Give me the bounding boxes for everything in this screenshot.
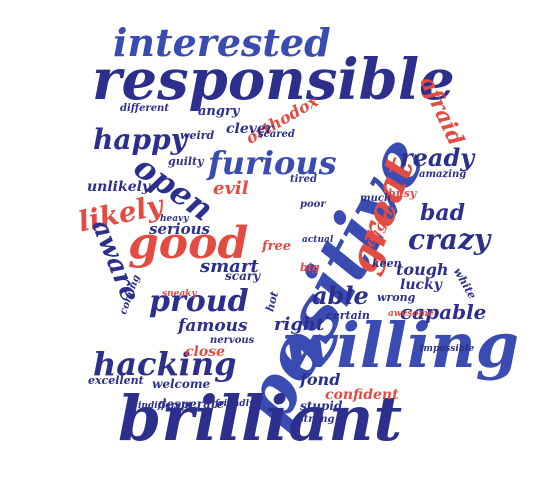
- word-famous: famous: [178, 316, 248, 336]
- word-white: white: [450, 265, 479, 302]
- word-desperate: desperate: [158, 397, 225, 411]
- word-serious: serious: [149, 220, 210, 238]
- word-happy: happy: [93, 123, 187, 156]
- word-responsible: responsible: [92, 47, 455, 113]
- word-impossible: impossible: [420, 344, 475, 354]
- word-excellent: excellent: [88, 374, 144, 387]
- word-ready: ready: [400, 143, 475, 172]
- word-nervous: nervous: [210, 335, 255, 346]
- word-scary: scary: [225, 269, 261, 283]
- word-fond: fond: [300, 370, 341, 389]
- word-strong: strong: [298, 414, 335, 425]
- word-hacking: hacking: [93, 345, 237, 383]
- word-crazy: crazy: [408, 223, 491, 256]
- word-close: close: [185, 344, 225, 360]
- word-furious: furious: [208, 144, 337, 182]
- word-guilty: guilty: [168, 155, 204, 168]
- word-much: much: [360, 193, 392, 204]
- word-free: free: [262, 239, 291, 254]
- word-tough: tough: [396, 260, 449, 279]
- word-sneaky: sneaky: [162, 289, 197, 299]
- word-confident: confident: [325, 387, 399, 403]
- word-evil: evil: [213, 178, 249, 199]
- word-right: right: [274, 314, 325, 335]
- word-actual: actual: [302, 235, 334, 245]
- word-lucky: lucky: [400, 277, 442, 293]
- word-different: different: [120, 103, 169, 114]
- word-brilliant: brilliant: [118, 382, 403, 455]
- word-certain: certain: [326, 309, 370, 322]
- word-welcome: welcome: [152, 377, 211, 391]
- word-indifferent: indifferent: [138, 401, 193, 411]
- word-weird: weird: [180, 129, 215, 142]
- word-scared: scared: [258, 129, 295, 140]
- word-smart: smart: [200, 256, 259, 277]
- word-big: big: [300, 261, 320, 274]
- word-proud: proud: [149, 284, 249, 319]
- word-tired: tired: [290, 174, 318, 185]
- word-good: good: [128, 218, 249, 269]
- word-bad: bad: [420, 200, 466, 226]
- word-willing: willing: [283, 309, 520, 382]
- word-wrong: wrong: [377, 291, 416, 304]
- word-keen: keen: [372, 257, 402, 270]
- word-stupid: stupid: [300, 399, 343, 413]
- word-unlikely: unlikely: [87, 179, 151, 195]
- word-angry: angry: [198, 104, 240, 119]
- word-clever: clever: [226, 121, 274, 137]
- word-busy: busy: [388, 187, 417, 200]
- word-poor: poor: [300, 199, 326, 210]
- word-awesome: awesome: [388, 309, 434, 319]
- word-friendly: friendly: [215, 399, 255, 409]
- word-amazing: amazing: [419, 169, 467, 180]
- word-heavy: heavy: [160, 214, 189, 224]
- word-able: able: [312, 281, 369, 310]
- word-interested: interested: [113, 20, 331, 65]
- word-capable: capable: [400, 300, 487, 324]
